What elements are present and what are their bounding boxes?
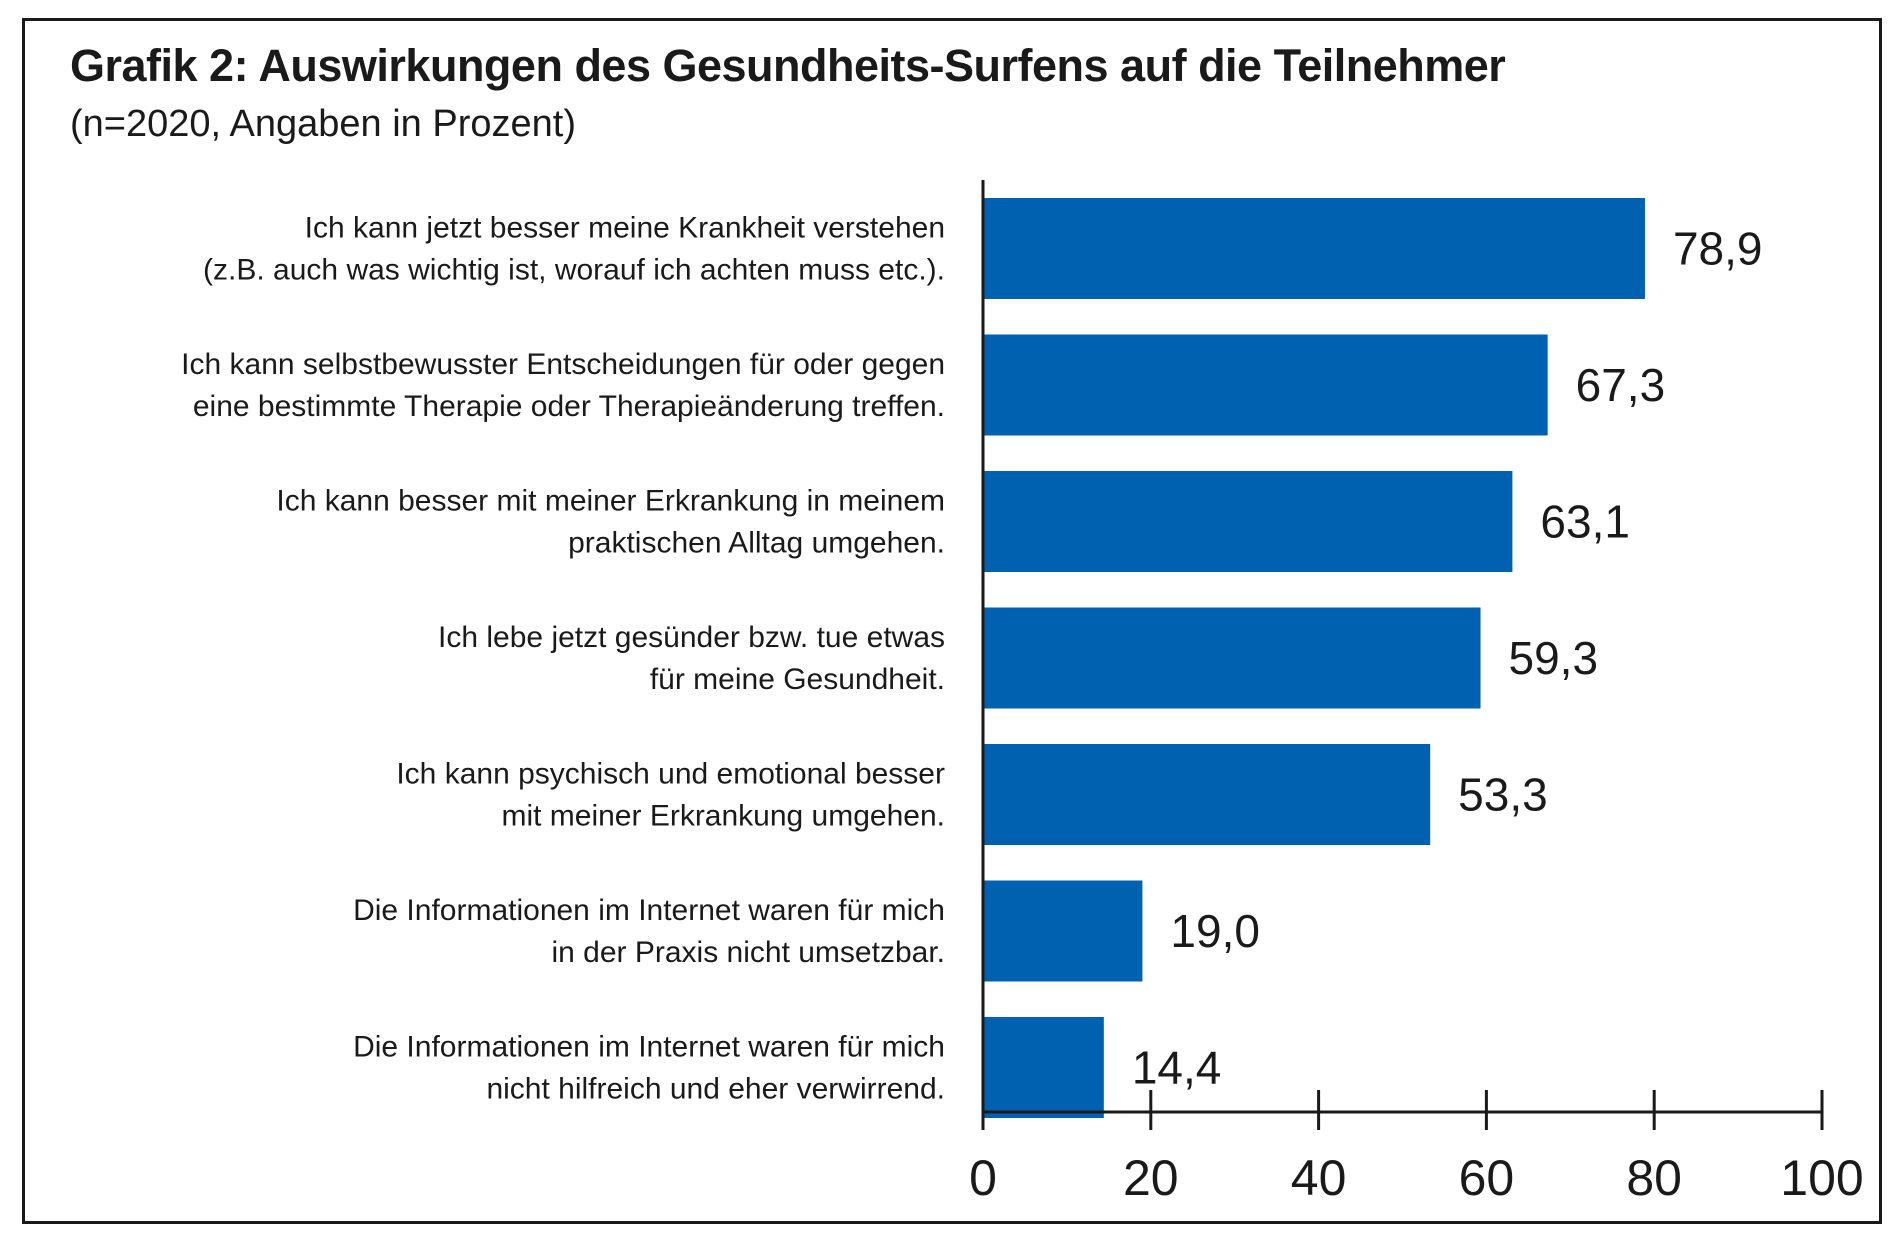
category-label-5: Ich kann psychisch und emotional besser m… (396, 758, 945, 833)
category-label-3: Ich kann besser mit meiner Erkrankung in… (276, 485, 945, 560)
category-label-6: Die Informationen im Internet waren für … (353, 894, 945, 969)
x-tick-label-100: 100 (1780, 1150, 1863, 1206)
bar-2 (983, 334, 1548, 436)
category-label-4: Ich lebe jetzt gesünder bzw. tue etwas fü… (438, 621, 945, 696)
x-tick-label-60: 60 (1459, 1150, 1515, 1206)
category-label-1: Ich kann jetzt besser meine Krankheit ve… (203, 212, 945, 287)
bar-1 (983, 198, 1645, 299)
bar-3 (983, 471, 1513, 572)
x-tick-label-40: 40 (1291, 1150, 1347, 1206)
x-tick-label-80: 80 (1626, 1150, 1682, 1206)
bar-7 (983, 1017, 1104, 1118)
value-label-5: 53,3 (1458, 769, 1548, 821)
value-label-6: 19,0 (1170, 905, 1260, 957)
value-label-2: 67,3 (1576, 359, 1666, 411)
value-label-3: 63,1 (1540, 496, 1630, 548)
bar-6 (983, 880, 1143, 982)
x-tick-label-20: 20 (1123, 1150, 1179, 1206)
value-label-1: 78,9 (1673, 223, 1763, 275)
chart-frame (22, 18, 1882, 1224)
category-label-2: Ich kann selbstbewusster Entscheidungen … (181, 348, 945, 423)
bar-5 (983, 744, 1431, 845)
category-label-7: Die Informationen im Internet waren für … (353, 1031, 945, 1106)
chart-subtitle: (n=2020, Angaben in Prozent) (70, 103, 576, 145)
value-label-4: 59,3 (1509, 632, 1599, 684)
chart-title: Grafik 2: Auswirkungen des Gesundheits-S… (70, 40, 1506, 91)
bar-4 (983, 607, 1481, 709)
value-label-7: 14,4 (1132, 1042, 1222, 1094)
x-tick-label-0: 0 (969, 1150, 997, 1206)
